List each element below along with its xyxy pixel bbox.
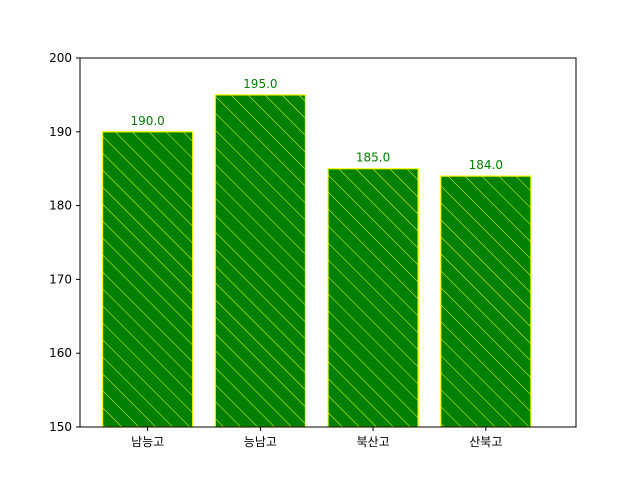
y-tick-label-6: 200 (49, 51, 72, 65)
bar-hatch-1 (101, 131, 194, 428)
y-tick-label-1: 150 (49, 420, 72, 434)
data-labels: 190.0 195.0 185.0 184.0 (130, 77, 503, 172)
y-tick-label-5: 190 (49, 125, 72, 139)
data-label-4: 184.0 (469, 158, 503, 172)
y-tick-label-4: 180 (49, 199, 72, 213)
bar-hatch-4 (440, 175, 532, 428)
y-tick-label-3: 170 (49, 272, 72, 286)
axes: 남능고 능남고 북산고 산북고 150 160 170 180 190 200 (49, 51, 577, 449)
y-tick-label-2: 160 (49, 346, 72, 360)
x-tick-label-3: 북산고 (357, 435, 390, 449)
x-tick-label-1: 남능고 (131, 435, 164, 449)
plot-frame (79, 57, 577, 428)
x-tick-label-4: 산북고 (469, 435, 502, 449)
bar-hatch-3 (327, 168, 419, 428)
bar-hatch-2 (214, 94, 307, 428)
bars (101, 94, 532, 428)
data-label-2: 195.0 (243, 77, 277, 91)
data-label-1: 190.0 (130, 114, 164, 128)
x-tick-label-2: 능남고 (244, 435, 277, 449)
data-label-3: 185.0 (356, 151, 390, 165)
